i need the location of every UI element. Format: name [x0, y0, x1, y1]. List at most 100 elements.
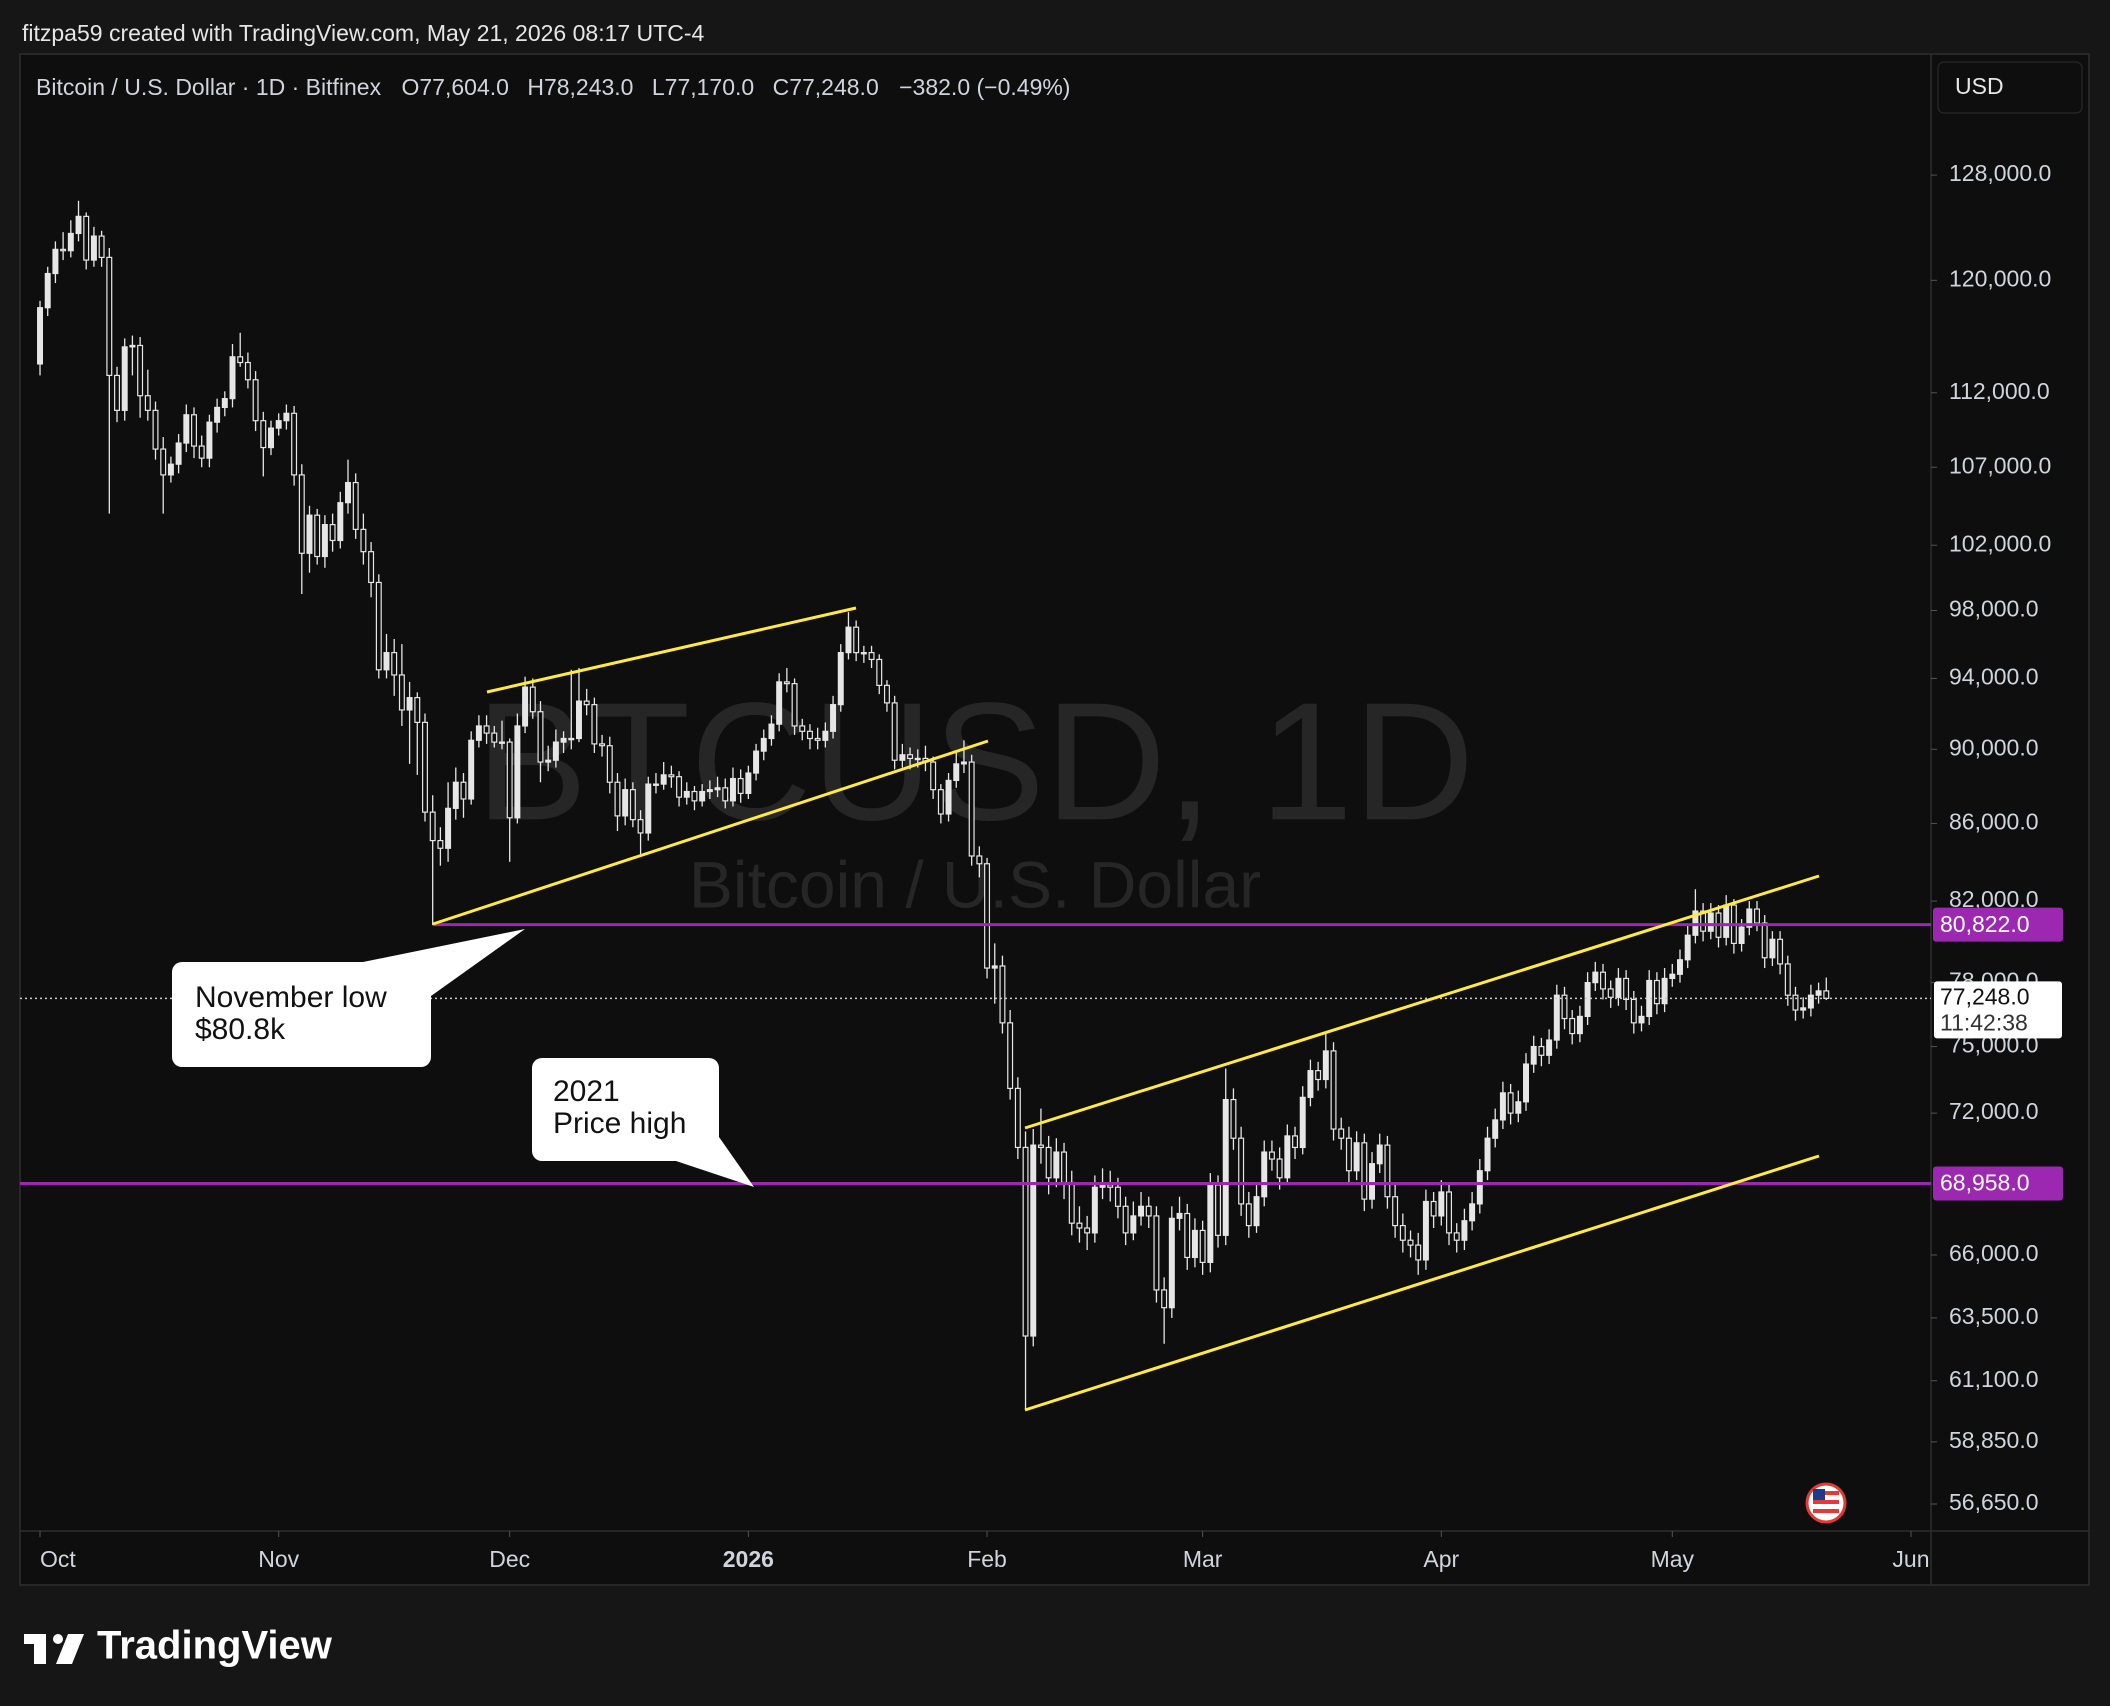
candle-body: [452, 781, 459, 809]
candle-body: [722, 787, 729, 802]
candle-body: [483, 725, 490, 734]
candle-body: [806, 730, 813, 740]
candle-body: [1692, 910, 1699, 936]
callout-text: $80.8k: [195, 1013, 286, 1046]
candle-body: [1222, 1098, 1229, 1236]
ohlc-value: 77,170.0: [665, 74, 755, 100]
candle-body: [1176, 1212, 1183, 1219]
candle-body: [1430, 1200, 1437, 1217]
candle-body: [691, 790, 698, 802]
candle-body: [1569, 1017, 1576, 1035]
candle-body: [552, 741, 559, 761]
candle-body: [1623, 977, 1630, 1001]
candle-body: [830, 704, 837, 732]
candle-body: [1553, 994, 1560, 1041]
candle-body: [445, 807, 452, 849]
candle-body: [244, 361, 251, 381]
candle-body: [976, 855, 983, 865]
price-label-box: [1933, 1166, 2063, 1201]
y-tick-label: 98,000.0: [1949, 596, 2039, 622]
candle-body: [1677, 959, 1683, 975]
candle-body: [514, 725, 521, 819]
candle-body: [1523, 1063, 1529, 1103]
ohlc-key: L: [652, 74, 665, 100]
price-label-box: [1933, 907, 2063, 942]
candle-body: [614, 781, 621, 817]
y-tick-label: 120,000.0: [1949, 265, 2051, 291]
x-tick-label: Mar: [1183, 1546, 1223, 1572]
candle-body: [237, 356, 244, 364]
candle-body: [1615, 977, 1622, 998]
candle-body: [1138, 1205, 1145, 1217]
price-label: 80,822.0: [1940, 911, 2030, 937]
candle-body: [1315, 1070, 1322, 1081]
candle-body: [1207, 1184, 1214, 1263]
candle-body: [629, 789, 636, 821]
candle-body: [1253, 1196, 1260, 1227]
candle-body: [930, 761, 937, 791]
candle-body: [683, 790, 690, 798]
candle-body: [1099, 1184, 1106, 1188]
candle-body: [1292, 1135, 1299, 1149]
candle-body: [406, 697, 413, 711]
candle-body: [306, 514, 313, 554]
trend-line: [432, 739, 989, 926]
candle-body: [853, 626, 860, 654]
candle-body: [529, 686, 536, 713]
callout-text: 2021: [553, 1075, 620, 1108]
watermark: BTCUSD, 1D: [476, 667, 1475, 855]
candle-body: [622, 789, 629, 817]
candle-body: [1446, 1191, 1453, 1234]
candle-body: [1476, 1170, 1483, 1205]
candle-body: [414, 697, 421, 723]
candle-body: [1669, 973, 1676, 980]
flag-stripe: [1813, 1491, 1839, 1495]
candle-body: [1130, 1215, 1137, 1234]
trend-line: [1024, 874, 1820, 1130]
candle-body: [737, 777, 744, 794]
candle-body: [522, 686, 529, 727]
candle-body: [1153, 1215, 1160, 1291]
candle-body: [1761, 922, 1768, 959]
chart-panel: [19, 53, 2090, 1586]
candle-body: [1546, 1039, 1553, 1056]
candle-body: [753, 750, 760, 774]
x-tick-label: May: [1651, 1546, 1695, 1572]
currency[interactable]: USD: [1955, 73, 2004, 99]
candle-body: [37, 307, 44, 365]
candle-body: [599, 743, 606, 747]
candle-body: [845, 626, 852, 654]
candle-body: [1607, 988, 1614, 998]
symbol-legend: Bitcoin / U.S. Dollar · 1D · Bitfinex O7…: [36, 74, 1070, 100]
candle-body: [668, 774, 675, 778]
trend-line: [486, 606, 857, 694]
candle-body: [575, 700, 582, 740]
candle-body: [799, 725, 806, 732]
candle-body: [1068, 1181, 1075, 1224]
y-tick-label: 66,000.0: [1949, 1240, 2039, 1266]
candle-body: [375, 581, 382, 671]
candle-body: [160, 448, 167, 476]
candle-body: [1145, 1205, 1152, 1217]
last-price-label: 77,248.0: [1940, 983, 2030, 1009]
candle-body: [345, 481, 351, 504]
candle-body: [1792, 994, 1799, 1011]
candle-body: [321, 524, 328, 558]
candle-body: [1107, 1184, 1114, 1188]
candle-body: [422, 721, 428, 813]
candle-body: [560, 737, 567, 743]
candle-body: [991, 965, 998, 969]
x-tick-label: Feb: [967, 1546, 1007, 1572]
candle-body: [90, 235, 97, 261]
credit: fitzpa59 created with TradingView.com, M…: [22, 20, 704, 46]
candle-body: [1600, 971, 1606, 990]
candle-body: [768, 723, 775, 740]
candle-body: [1338, 1128, 1345, 1139]
currency-button[interactable]: [1937, 61, 2083, 114]
candle-body: [1307, 1070, 1314, 1098]
candle-body: [475, 725, 482, 741]
candle-body: [429, 811, 436, 842]
y-tick-label: 94,000.0: [1949, 664, 2039, 690]
candle-body: [175, 442, 182, 465]
